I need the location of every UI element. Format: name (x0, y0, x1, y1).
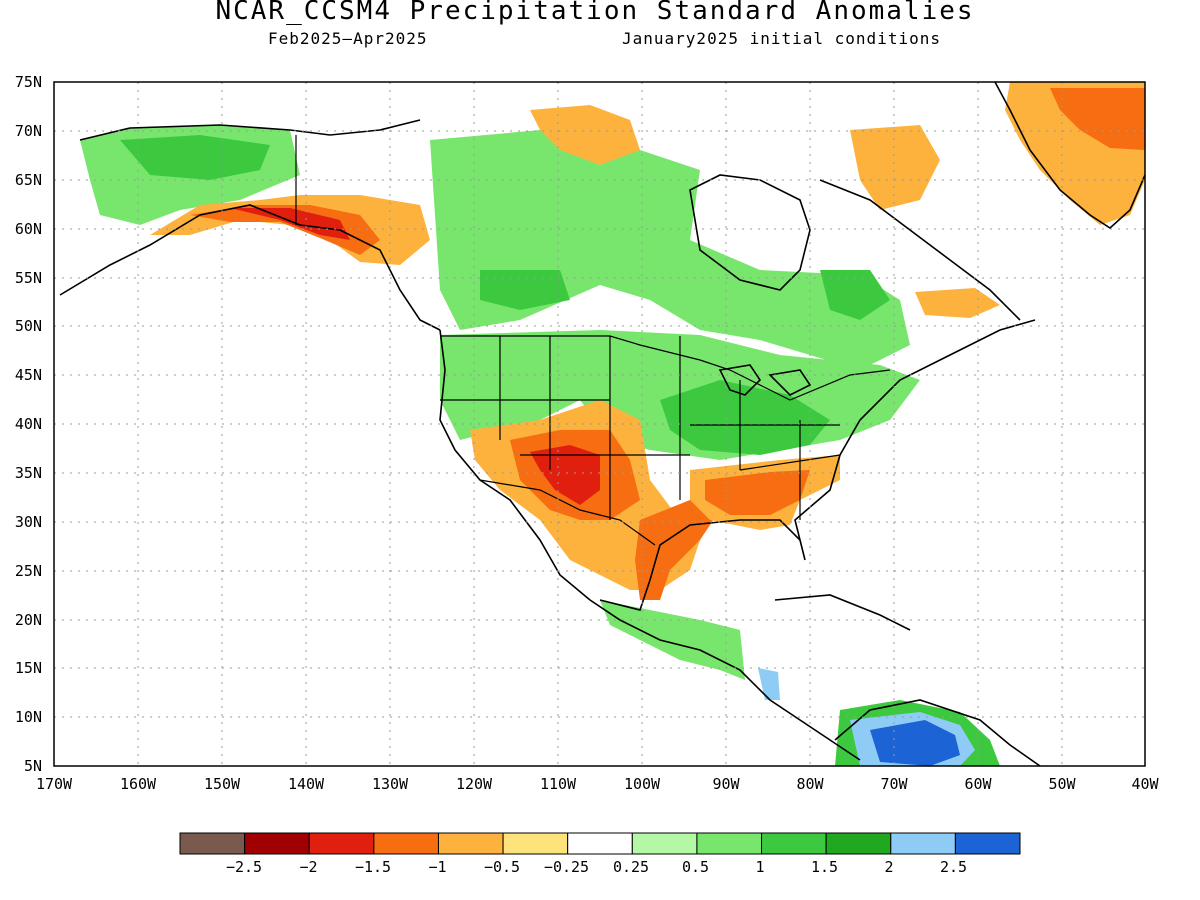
lat-label: 45N (15, 366, 42, 384)
coastline-hudson-bay (689, 174, 811, 291)
wet-region-central-america-blue (758, 668, 780, 700)
lat-label: 40N (15, 415, 42, 433)
gridlines (54, 82, 1145, 766)
lat-label: 20N (15, 611, 42, 629)
dry-region-gulf-alaska-strong (190, 205, 380, 255)
lat-label: 75N (15, 73, 42, 91)
dry-region-texas-coast (635, 500, 720, 600)
legend-label: −0.5 (484, 858, 520, 876)
legend-label: −1 (428, 858, 446, 876)
map-frame (53, 81, 1146, 767)
legend-swatch (761, 832, 827, 855)
border-us-canada (440, 335, 891, 401)
lat-label: 50N (15, 317, 42, 335)
coastline-labrador (819, 179, 1021, 321)
legend-swatch (502, 832, 569, 855)
legend-label: −0.25 (544, 858, 589, 876)
lat-label: 60N (15, 220, 42, 238)
dry-region-arctic-islands (530, 105, 640, 165)
lat-label: 5N (24, 757, 42, 775)
state-borders (440, 336, 841, 520)
legend-label: 1.5 (811, 858, 838, 876)
legend-swatch (954, 832, 1021, 855)
wet-region-alaska-core (120, 135, 270, 180)
coastline-west (439, 329, 861, 761)
lon-label: 60W (964, 775, 992, 793)
dry-region-greenland-strong (1050, 88, 1145, 150)
legend-label: 2 (884, 858, 893, 876)
legend-labels: −2.5 −2 −1.5 −1 −0.5 −0.25 0.25 0.5 1 1.… (226, 858, 967, 876)
dry-region-southeast-strong (705, 470, 810, 515)
legend-swatch (179, 832, 246, 855)
legend-label: 2.5 (940, 858, 967, 876)
legend-swatch (437, 832, 504, 855)
coastlines (59, 82, 1145, 766)
legend-label: 0.25 (613, 858, 649, 876)
lon-label: 160W (120, 775, 157, 793)
lon-label: 80W (796, 775, 824, 793)
wet-region-quebec (820, 270, 890, 320)
forecast-period: Feb2025–Apr2025 (268, 29, 428, 48)
legend-label: −2.5 (226, 858, 262, 876)
dry-region-southwest-core (530, 445, 600, 505)
lat-label: 10N (15, 708, 42, 726)
legend-swatch (567, 832, 633, 855)
legend-label: 0.5 (682, 858, 709, 876)
lon-label: 170W (36, 775, 73, 793)
lon-label: 150W (204, 775, 241, 793)
political-borders (295, 135, 891, 546)
lat-label: 30N (15, 513, 42, 531)
border-us-mexico (479, 479, 656, 546)
dry-region-labrador (915, 288, 1000, 318)
lon-label: 50W (1048, 775, 1076, 793)
legend-colorbar (179, 832, 1021, 855)
dry-region-gulf-alaska-core (230, 208, 350, 240)
legend-swatch (696, 832, 763, 855)
coastline-great-lakes (718, 364, 812, 396)
lon-label: 110W (540, 775, 577, 793)
coastline-cuba (774, 594, 911, 631)
legend-label: −2 (299, 858, 317, 876)
legend-swatch (825, 832, 892, 855)
legend-swatch (308, 832, 375, 855)
lon-label: 100W (624, 775, 661, 793)
lon-label: 130W (372, 775, 409, 793)
map-title: NCAR_CCSM4 Precipitation Standard Anomal… (215, 0, 975, 26)
legend-swatch (631, 832, 698, 855)
dry-region-baffin (850, 125, 940, 210)
lat-label: 15N (15, 659, 42, 677)
legend-label: 1 (755, 858, 764, 876)
initial-conditions-label: January2025 initial conditions (622, 29, 941, 48)
wet-region-canada (430, 130, 910, 370)
lon-label: 70W (880, 775, 908, 793)
coastline-alaska (59, 119, 441, 331)
lon-label: 120W (456, 775, 493, 793)
legend-swatch (373, 832, 439, 855)
lon-label: 90W (712, 775, 740, 793)
longitude-axis: 170W 160W 150W 140W 130W 120W 110W 100W … (36, 775, 1160, 793)
lat-label: 65N (15, 171, 42, 189)
coastline-greenland (994, 82, 1145, 230)
wet-region-prairies (480, 270, 570, 310)
lat-label: 70N (15, 122, 42, 140)
anomaly-fields (80, 82, 1145, 766)
coastline-gulf (599, 319, 1036, 611)
coastline-south-america (834, 699, 1041, 766)
lon-label: 140W (288, 775, 325, 793)
lat-label: 25N (15, 562, 42, 580)
legend-swatch (890, 832, 956, 855)
wet-region-mexico (600, 600, 745, 680)
wet-region-south-america-deep-blue (870, 720, 960, 766)
legend-swatch (244, 832, 310, 855)
legend-label: −1.5 (355, 858, 391, 876)
latitude-axis: 75N 70N 65N 60N 55N 50N 45N 40N 35N 30N … (15, 73, 42, 775)
lat-label: 55N (15, 269, 42, 287)
lon-label: 40W (1131, 775, 1159, 793)
lat-label: 35N (15, 464, 42, 482)
